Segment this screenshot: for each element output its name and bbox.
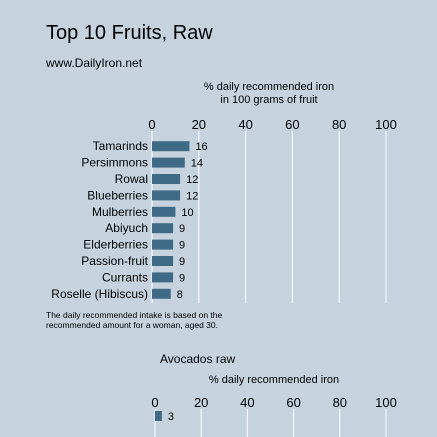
main-tick-label: 80 bbox=[332, 117, 346, 132]
avo-bar bbox=[155, 411, 162, 421]
main-category-label: Blueberries bbox=[87, 188, 148, 202]
main-value-label: 9 bbox=[179, 256, 185, 268]
main-value-label: 14 bbox=[191, 158, 203, 170]
main-tick-label: 100 bbox=[375, 117, 397, 132]
main-bar bbox=[152, 272, 174, 283]
main-axis-title-line1: % daily recommended iron bbox=[204, 81, 334, 93]
main-axis-title-line2: in 100 grams of fruit bbox=[220, 94, 317, 106]
main-bar bbox=[152, 141, 190, 152]
main-value-label: 16 bbox=[195, 141, 207, 153]
avo-value-label: 3 bbox=[168, 411, 174, 423]
main-category-label: Currants bbox=[102, 270, 148, 284]
main-value-label: 12 bbox=[186, 190, 198, 202]
avo-tick-label: 0 bbox=[151, 395, 158, 410]
main-category-label: Abiyuch bbox=[105, 221, 148, 235]
avocado-chart-title: Avocados raw bbox=[160, 352, 236, 366]
footnote: The daily recommended intake is based on… bbox=[46, 310, 296, 330]
avocado-axis-title: % daily recommended iron bbox=[209, 374, 339, 386]
main-category-label: Passion-fruit bbox=[81, 254, 148, 268]
main-bar bbox=[152, 288, 171, 299]
main-tick-label: 40 bbox=[238, 117, 252, 132]
main-category-label: Mulberries bbox=[92, 205, 148, 219]
avo-tick-label: 80 bbox=[333, 395, 347, 410]
main-bar bbox=[152, 223, 174, 234]
main-bar bbox=[152, 256, 174, 266]
main-value-label: 9 bbox=[179, 223, 185, 235]
footnote-line-2: recommended amount for a woman, aged 30. bbox=[46, 320, 218, 330]
main-tick-label: 0 bbox=[148, 117, 155, 132]
avo-tick-label: 60 bbox=[286, 395, 300, 410]
main-bar bbox=[152, 206, 176, 217]
main-value-label: 9 bbox=[179, 272, 185, 284]
main-category-label: Tamarinds bbox=[93, 139, 148, 153]
main-value-label: 8 bbox=[177, 289, 183, 301]
avo-tick-label: 20 bbox=[194, 395, 208, 410]
main-category-label: Rowal bbox=[115, 172, 148, 186]
main-bar-chart: % daily recommended iron in 100 grams of… bbox=[51, 81, 397, 303]
main-bar bbox=[152, 190, 181, 201]
main-bar bbox=[152, 239, 174, 250]
main-tick-label: 60 bbox=[285, 117, 299, 132]
main-category-label: Elderberries bbox=[83, 238, 148, 252]
avo-tick-label: 100 bbox=[375, 395, 397, 410]
main-category-label: Roselle (Hibiscus) bbox=[51, 287, 148, 301]
chart-subtitle: www.DailyIron.net bbox=[46, 56, 143, 70]
avo-tick-label: 40 bbox=[240, 395, 254, 410]
main-value-label: 9 bbox=[179, 240, 185, 252]
chart-title: Top 10 Fruits, Raw bbox=[46, 22, 213, 44]
main-value-label: 12 bbox=[186, 174, 198, 186]
avocado-bar-chart: % daily recommended iron 0 20 40 60 80 100 3 bbox=[151, 374, 397, 437]
main-value-label: 10 bbox=[181, 207, 193, 219]
main-bar bbox=[152, 157, 185, 168]
main-bar bbox=[152, 174, 181, 184]
main-category-label: Persimmons bbox=[81, 156, 148, 170]
footnote-line-1: The daily recommended intake is based on… bbox=[46, 310, 223, 320]
main-tick-label: 20 bbox=[192, 117, 206, 132]
